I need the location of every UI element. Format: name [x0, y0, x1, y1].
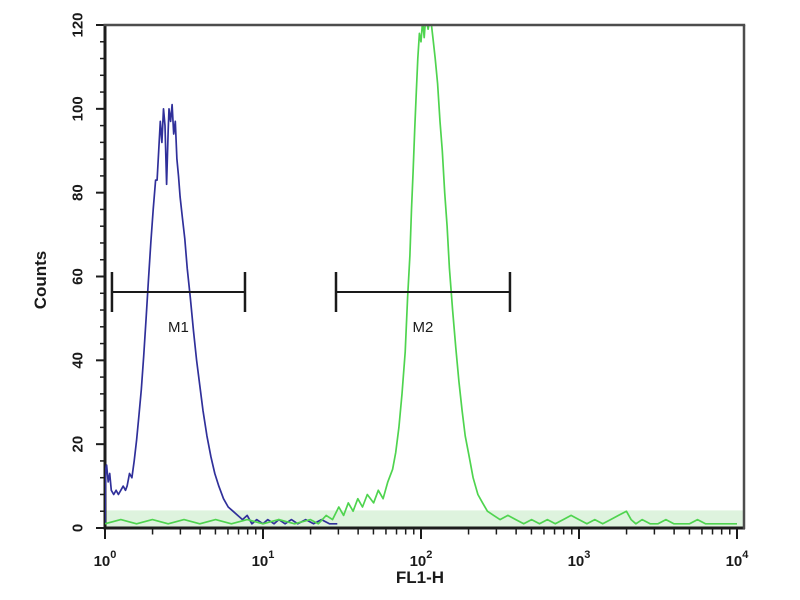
- plot-frame: [103, 23, 746, 529]
- x-tick-label: 104: [726, 549, 750, 570]
- green-histogram-curve: [105, 25, 737, 525]
- x-tick-label: 102: [410, 549, 433, 570]
- y-tick-label: 20: [70, 436, 87, 453]
- y-tick-label: 80: [70, 184, 87, 201]
- curves-layer: [105, 25, 737, 525]
- y-tick-label: 0: [70, 524, 87, 532]
- gate-markers-layer: M1 M2: [110, 272, 512, 336]
- y-tick-label: 100: [70, 96, 87, 121]
- y-tick-label: 120: [70, 12, 87, 37]
- y-axis-label: Counts: [31, 251, 50, 310]
- gate-label-m2: M2: [413, 319, 434, 336]
- x-tick-label: 101: [252, 549, 275, 570]
- x-tick-label: 103: [568, 549, 591, 570]
- y-tick-label: 40: [70, 352, 87, 369]
- x-axis-label: FL1-H: [396, 568, 444, 587]
- baseline-band: [106, 510, 743, 527]
- blue-histogram-curve: [105, 103, 338, 525]
- y-tick-label: 60: [70, 268, 87, 285]
- x-tick-label: 100: [94, 549, 117, 570]
- gate-label-m1: M1: [168, 319, 189, 336]
